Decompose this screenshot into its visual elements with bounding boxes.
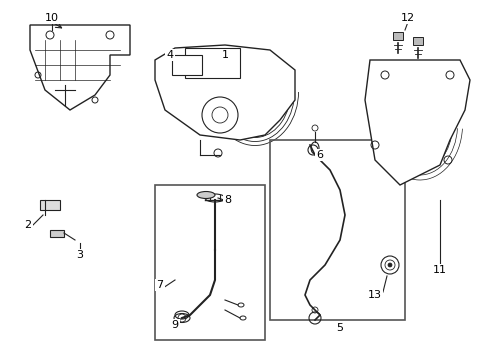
Polygon shape [30, 25, 130, 110]
Text: 3: 3 [76, 250, 83, 260]
Bar [413, 37, 423, 45]
Polygon shape [155, 45, 295, 140]
Bar [393, 32, 403, 40]
Text: 12: 12 [401, 13, 415, 23]
Bar [40, 200, 60, 210]
Text: 8: 8 [224, 195, 232, 205]
Text: 4: 4 [167, 50, 173, 60]
Polygon shape [365, 60, 470, 185]
Text: 10: 10 [45, 13, 59, 23]
Bar [185, 48, 240, 78]
Text: 13: 13 [368, 290, 382, 300]
Text: 7: 7 [156, 280, 164, 290]
Text: 9: 9 [172, 320, 178, 330]
Bar [172, 55, 202, 75]
Text: 1: 1 [221, 50, 228, 60]
Text: 11: 11 [433, 265, 447, 275]
Bar [155, 185, 265, 340]
Text: 6: 6 [317, 150, 323, 160]
Bar [50, 230, 64, 237]
Circle shape [388, 263, 392, 267]
Ellipse shape [197, 192, 215, 198]
Bar [270, 140, 405, 320]
Text: 2: 2 [24, 220, 31, 230]
Text: 5: 5 [337, 323, 343, 333]
